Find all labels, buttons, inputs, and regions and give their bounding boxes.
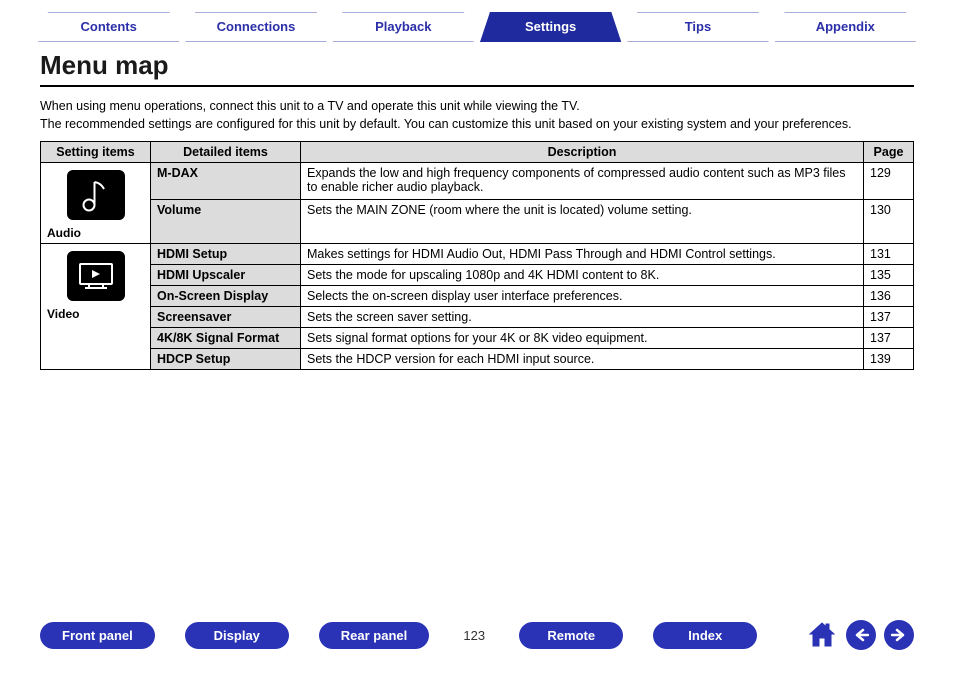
page-cell[interactable]: 130 (864, 200, 914, 244)
next-page-icon[interactable] (884, 620, 914, 650)
table-row: Screensaver Sets the screen saver settin… (41, 307, 914, 328)
desc-cell: Sets the HDCP version for each HDMI inpu… (301, 349, 864, 370)
tab-tips[interactable]: Tips (627, 12, 768, 42)
intro-text: When using menu operations, connect this… (40, 97, 914, 133)
prev-page-icon[interactable] (846, 620, 876, 650)
pill-rear-panel[interactable]: Rear panel (319, 622, 429, 649)
pill-index[interactable]: Index (653, 622, 757, 649)
table-row: On-Screen Display Selects the on-screen … (41, 286, 914, 307)
page-cell[interactable]: 137 (864, 328, 914, 349)
tab-playback[interactable]: Playback (333, 12, 474, 42)
page-number: 123 (459, 628, 489, 643)
video-icon (67, 251, 125, 301)
page-title: Menu map (40, 50, 914, 81)
page-cell[interactable]: 135 (864, 265, 914, 286)
table-row: Video HDMI Setup Makes settings for HDMI… (41, 244, 914, 265)
detail-item: HDCP Setup (151, 349, 301, 370)
desc-cell: Expands the low and high frequency compo… (301, 163, 864, 200)
desc-cell: Sets the mode for upscaling 1080p and 4K… (301, 265, 864, 286)
top-nav: Contents Connections Playback Settings T… (36, 12, 918, 42)
desc-cell: Sets the screen saver setting. (301, 307, 864, 328)
table-row: HDCP Setup Sets the HDCP version for eac… (41, 349, 914, 370)
nav-icons (806, 619, 914, 651)
th-page: Page (864, 142, 914, 163)
detail-item: HDMI Setup (151, 244, 301, 265)
intro-line2: The recommended settings are configured … (40, 117, 852, 131)
page-cell[interactable]: 139 (864, 349, 914, 370)
setting-audio-cell: Audio (41, 163, 151, 244)
pill-display[interactable]: Display (185, 622, 289, 649)
tab-connections[interactable]: Connections (185, 12, 326, 42)
table-row: Audio M-DAX Expands the low and high fre… (41, 163, 914, 200)
audio-label: Audio (47, 226, 144, 240)
video-label: Video (47, 307, 144, 321)
tab-contents[interactable]: Contents (38, 12, 179, 42)
setting-video-cell: Video (41, 244, 151, 370)
detail-item: HDMI Upscaler (151, 265, 301, 286)
table-row: 4K/8K Signal Format Sets signal format o… (41, 328, 914, 349)
page-cell[interactable]: 129 (864, 163, 914, 200)
menu-table: Setting items Detailed items Description… (40, 141, 914, 370)
pill-front-panel[interactable]: Front panel (40, 622, 155, 649)
tab-settings[interactable]: Settings (480, 12, 621, 42)
desc-cell: Sets signal format options for your 4K o… (301, 328, 864, 349)
detail-item: Screensaver (151, 307, 301, 328)
detail-item: Volume (151, 200, 301, 244)
table-row: Volume Sets the MAIN ZONE (room where th… (41, 200, 914, 244)
desc-cell: Selects the on-screen display user inter… (301, 286, 864, 307)
detail-item: On-Screen Display (151, 286, 301, 307)
page-cell[interactable]: 131 (864, 244, 914, 265)
desc-cell: Makes settings for HDMI Audio Out, HDMI … (301, 244, 864, 265)
title-rule (40, 85, 914, 87)
th-setting-items: Setting items (41, 142, 151, 163)
audio-icon (67, 170, 125, 220)
table-row: HDMI Upscaler Sets the mode for upscalin… (41, 265, 914, 286)
intro-line1: When using menu operations, connect this… (40, 99, 580, 113)
home-icon[interactable] (806, 619, 838, 651)
desc-cell: Sets the MAIN ZONE (room where the unit … (301, 200, 864, 244)
bottom-nav: Front panel Display Rear panel 123 Remot… (40, 619, 914, 651)
page-cell[interactable]: 136 (864, 286, 914, 307)
th-description: Description (301, 142, 864, 163)
detail-item: M-DAX (151, 163, 301, 200)
th-detailed-items: Detailed items (151, 142, 301, 163)
page-cell[interactable]: 137 (864, 307, 914, 328)
detail-item: 4K/8K Signal Format (151, 328, 301, 349)
tab-appendix[interactable]: Appendix (775, 12, 916, 42)
pill-remote[interactable]: Remote (519, 622, 623, 649)
